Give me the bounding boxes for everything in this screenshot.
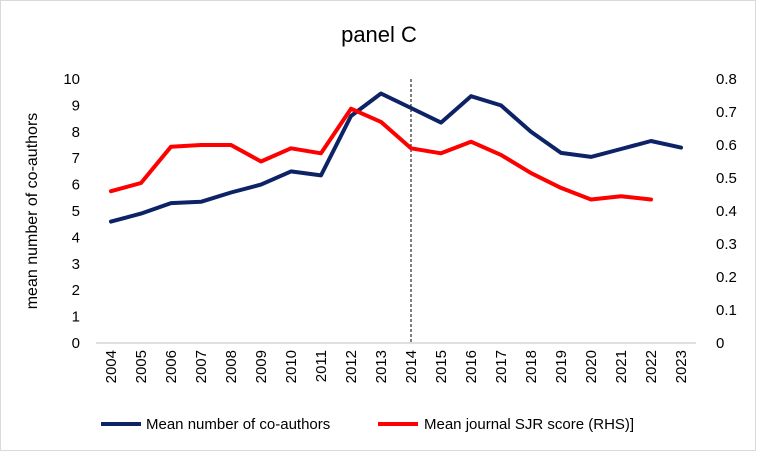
x-tick-label: 2011 — [313, 350, 330, 382]
y-axis-label: mean number of co-authors — [24, 113, 41, 310]
x-tick-label: 2023 — [673, 350, 690, 383]
legend: Mean number of co-authors Mean journal SJ… — [101, 416, 634, 433]
y2-tick-label: 0.4 — [716, 203, 737, 220]
y2-tick-label: 0.3 — [716, 236, 737, 253]
x-tick-label: 2006 — [163, 350, 180, 383]
x-tick-label: 2018 — [523, 350, 540, 383]
series-line-2 — [109, 106, 653, 202]
x-tick-label: 2004 — [103, 350, 120, 383]
x-tick-label: 2010 — [283, 350, 300, 383]
y2-tick-label: 0.1 — [716, 302, 737, 319]
y-tick-label: 9 — [72, 97, 80, 114]
y2-tick-label: 0.5 — [716, 170, 737, 187]
x-tick-label: 2020 — [583, 350, 600, 383]
x-tick-label: 2019 — [553, 350, 570, 383]
x-tick-label: 2012 — [343, 350, 360, 383]
y-tick-label: 10 — [63, 71, 80, 88]
y2-tick-label: 0.2 — [716, 269, 737, 286]
x-tick-label: 2009 — [253, 350, 270, 383]
chart-title: panel C — [341, 22, 417, 47]
x-tick-label: 2007 — [193, 350, 210, 383]
y-tick-label: 2 — [72, 282, 80, 299]
x-tick-label: 2014 — [403, 350, 420, 383]
x-tick-label: 2022 — [643, 350, 660, 383]
x-tick-label: 2013 — [373, 350, 390, 383]
y-tick-label: 1 — [72, 309, 80, 326]
y-tick-label: 6 — [72, 177, 80, 194]
x-tick-label: 2008 — [223, 350, 240, 383]
y-tick-label: 8 — [72, 124, 80, 141]
y-tick-label: 5 — [72, 203, 80, 220]
x-tick-label: 2005 — [133, 350, 150, 383]
y-tick-label: 7 — [72, 150, 80, 167]
y-tick-label: 3 — [72, 256, 80, 273]
x-tick-label: 2017 — [493, 350, 510, 383]
y2-tick-label: 0.6 — [716, 137, 737, 154]
y2-tick-label: 0.8 — [716, 71, 737, 88]
legend-label-1: Mean number of co-authors — [146, 416, 330, 433]
y-tick-label: 0 — [72, 335, 80, 352]
y2-tick-label: 0.7 — [716, 104, 737, 121]
x-tick-label: 2015 — [433, 350, 450, 383]
x-tick-label: 2021 — [613, 350, 630, 383]
x-tick-label: 2016 — [463, 350, 480, 383]
y2-tick-label: 0 — [716, 335, 724, 352]
y-tick-label: 4 — [72, 229, 80, 246]
plot-area: 0 1 2 3 4 5 6 7 8 9 10 0 0.1 0.2 0.3 0.4 0.5 0.6 0.7 0.8 200… — [63, 71, 737, 383]
series-line-1 — [109, 91, 683, 224]
legend-label-2: Mean journal SJR score (RHS)] — [424, 416, 634, 433]
